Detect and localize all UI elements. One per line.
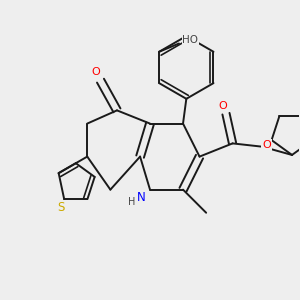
Text: HO: HO xyxy=(182,35,198,45)
Text: S: S xyxy=(57,201,64,214)
Text: H: H xyxy=(128,197,136,207)
Text: N: N xyxy=(137,191,146,204)
Text: O: O xyxy=(218,101,227,111)
Text: O: O xyxy=(262,140,271,150)
Text: O: O xyxy=(91,68,100,77)
